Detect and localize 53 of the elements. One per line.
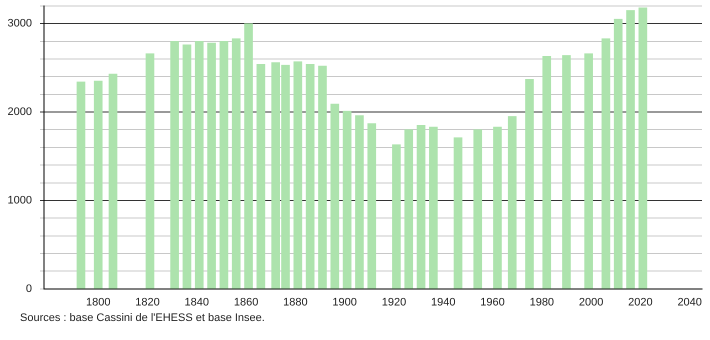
bar: [207, 42, 216, 289]
bar: [493, 126, 502, 289]
x-tick-label: 2020: [628, 296, 653, 308]
x-tick-label: 1820: [135, 296, 160, 308]
y-tick-label: 0: [26, 282, 32, 295]
bar: [508, 116, 517, 289]
bar: [542, 56, 552, 289]
bar: [76, 82, 86, 289]
bar: [429, 126, 438, 289]
bar: [638, 7, 648, 289]
bar: [318, 66, 327, 289]
x-tick-label: 1800: [86, 296, 110, 308]
bar: [392, 144, 401, 289]
x-tick-label: 1840: [184, 296, 210, 308]
bar: [602, 38, 610, 289]
bar: [146, 53, 154, 289]
x-tick-label: 1880: [283, 296, 308, 308]
x-tick-label: 1860: [234, 296, 258, 308]
bar: [404, 129, 414, 289]
bar: [367, 123, 376, 289]
bar: [355, 115, 364, 289]
x-tick-label: 1960: [480, 296, 505, 308]
bar: [220, 41, 228, 289]
y-tick-label: 2000: [8, 106, 32, 118]
bar: [244, 23, 253, 289]
bar: [108, 74, 118, 289]
bar: [562, 55, 571, 289]
y-tick-label: 3000: [8, 18, 32, 30]
bar: [473, 129, 482, 289]
x-tick-label: 2040: [677, 296, 702, 308]
bar: [294, 61, 302, 289]
bar: [170, 41, 179, 289]
bar: [342, 110, 352, 289]
bar: [194, 41, 204, 289]
bar: [525, 79, 534, 289]
bar: [614, 18, 623, 289]
bar: [182, 44, 192, 289]
x-tick-label: 1980: [530, 296, 554, 308]
x-tick-label: 1920: [382, 296, 406, 308]
bar: [232, 38, 241, 289]
y-tick-label: 1000: [8, 194, 32, 206]
source-note: Sources : base Cassini de l'EHESS et base Insee.: [20, 312, 266, 324]
bar: [454, 137, 462, 289]
bar: [256, 64, 266, 289]
bar: [416, 124, 426, 289]
bar: [584, 53, 593, 289]
bar: [330, 104, 340, 289]
x-tick-label: 2000: [578, 296, 604, 308]
x-tick-label: 1900: [332, 296, 357, 308]
bar: [626, 10, 635, 289]
bar: [94, 80, 103, 289]
x-tick-label: 1940: [430, 296, 456, 308]
bar: [306, 64, 314, 289]
